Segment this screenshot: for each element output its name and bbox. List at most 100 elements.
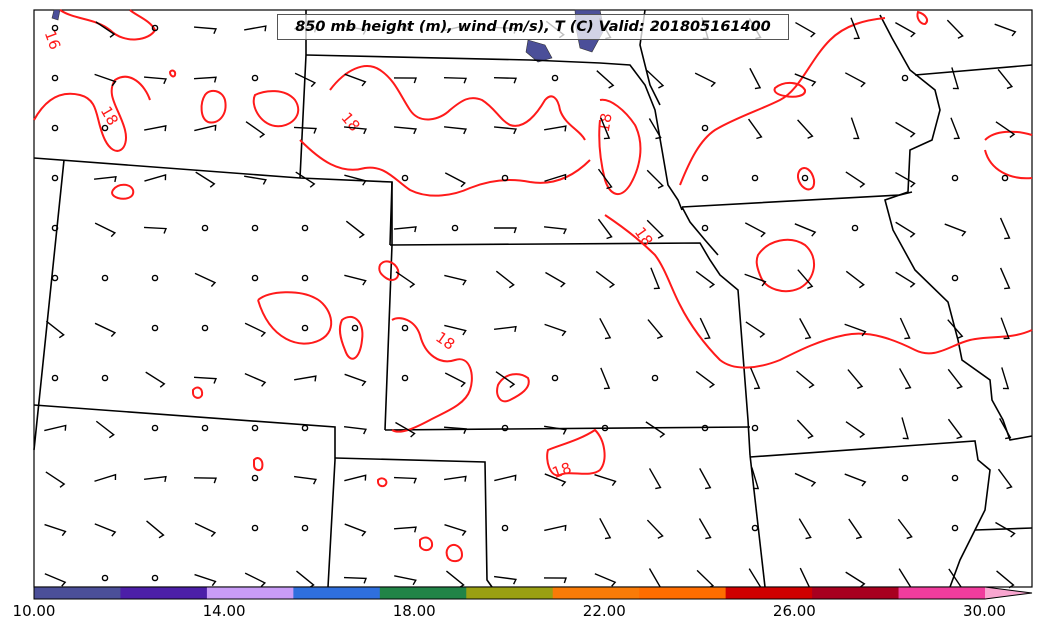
wind-barb [750, 367, 761, 390]
wind-barb [94, 473, 117, 482]
colorbar-tick-label: 22.00 [582, 602, 626, 620]
colorbar-segment [293, 587, 381, 599]
wind-barb [94, 222, 117, 238]
wind-barb [343, 425, 367, 435]
wind-barb [195, 171, 216, 188]
wind-barb [597, 168, 613, 190]
wind-barb [493, 76, 517, 84]
calm-wind-marker [301, 424, 309, 432]
wind-barb [245, 121, 266, 139]
calm-wind-marker [151, 424, 159, 432]
wind-barb [796, 419, 814, 439]
wind-barb [796, 370, 815, 389]
colorbar-segment [552, 587, 640, 599]
wind-barb [544, 173, 567, 182]
wind-barb [795, 21, 816, 38]
wind-barb [946, 19, 964, 39]
wind-barb [850, 17, 861, 40]
wind-barb [493, 126, 517, 135]
colorbar-tick-label: 14.00 [202, 602, 246, 620]
wind-barb [93, 175, 117, 183]
wind-barb [600, 117, 611, 140]
wind-barb [544, 524, 567, 532]
wind-barb [994, 23, 1017, 37]
calm-wind-marker [951, 174, 959, 182]
wind-barb [899, 317, 911, 340]
wind-barb [143, 475, 167, 483]
wind-barb [95, 21, 116, 38]
wind-barb [844, 323, 867, 337]
wind-barb [850, 117, 860, 140]
wind-barb [94, 73, 117, 87]
colorbar-segment [34, 587, 121, 599]
wind-barb [845, 421, 866, 439]
wind-barb [146, 520, 165, 539]
wind-barb [393, 526, 417, 533]
wind-barb [895, 121, 916, 138]
wind-barb [344, 523, 367, 537]
wind-barb [293, 126, 317, 134]
calm-wind-marker [51, 174, 59, 182]
wind-barb [999, 418, 1012, 440]
wind-barb [544, 125, 567, 132]
colorbar-segment [206, 587, 294, 599]
calm-wind-marker [701, 124, 709, 132]
calm-wind-marker [251, 474, 259, 482]
wind-barb [895, 271, 916, 288]
wind-barb [393, 126, 417, 135]
wind-barb [799, 318, 812, 340]
calm-wind-marker [651, 374, 659, 382]
wind-barb [294, 375, 317, 382]
calm-wind-marker [151, 24, 159, 32]
wind-barb [698, 518, 712, 540]
wind-barb [898, 368, 912, 390]
wind-barb [848, 518, 863, 540]
wind-barb [95, 420, 115, 439]
wind-barb [193, 376, 217, 384]
calm-wind-marker [901, 74, 909, 82]
colorbar-extend-arrow [985, 587, 1032, 599]
wind-barb [244, 572, 267, 588]
wind-barb [599, 317, 612, 340]
calm-wind-marker [751, 174, 759, 182]
wind-barb [344, 373, 367, 387]
wind-barb [143, 226, 167, 234]
wind-barb [999, 217, 1011, 240]
wind-barb [344, 474, 367, 482]
wind-barb [695, 270, 716, 289]
wind-barb [646, 519, 664, 539]
wind-barb [495, 270, 515, 289]
wind-barb [947, 368, 963, 390]
wind-barb [395, 271, 416, 288]
wind-barb [294, 72, 317, 88]
wind-barb [45, 320, 65, 339]
wind-barb [745, 321, 766, 338]
colorbar-outline [33, 586, 1033, 600]
wind-barb [999, 267, 1011, 290]
wind-barb [493, 227, 517, 234]
wind-barb [444, 372, 466, 388]
wind-barb [545, 271, 566, 288]
wind-barb [45, 471, 66, 488]
wind-barb [947, 319, 964, 339]
wind-barb [646, 169, 664, 189]
calm-wind-marker [201, 324, 209, 332]
calm-wind-marker [501, 174, 509, 182]
wind-barb [594, 473, 617, 487]
calm-wind-marker [951, 524, 959, 532]
colorbar-segment [639, 587, 727, 599]
calm-wind-marker [751, 524, 759, 532]
wind-barb [544, 323, 567, 337]
calm-wind-marker [251, 424, 259, 432]
wind-barb [951, 67, 960, 90]
calm-wind-marker [701, 174, 709, 182]
wind-barbs [44, 17, 1017, 590]
calm-wind-marker [401, 174, 409, 182]
wind-barb [444, 274, 467, 286]
wind-barb [244, 25, 267, 32]
wind-barb [749, 67, 762, 90]
wind-barb [444, 475, 467, 482]
wind-barb [997, 468, 1013, 490]
calm-wind-marker [101, 374, 109, 382]
wind-barb [345, 220, 365, 239]
